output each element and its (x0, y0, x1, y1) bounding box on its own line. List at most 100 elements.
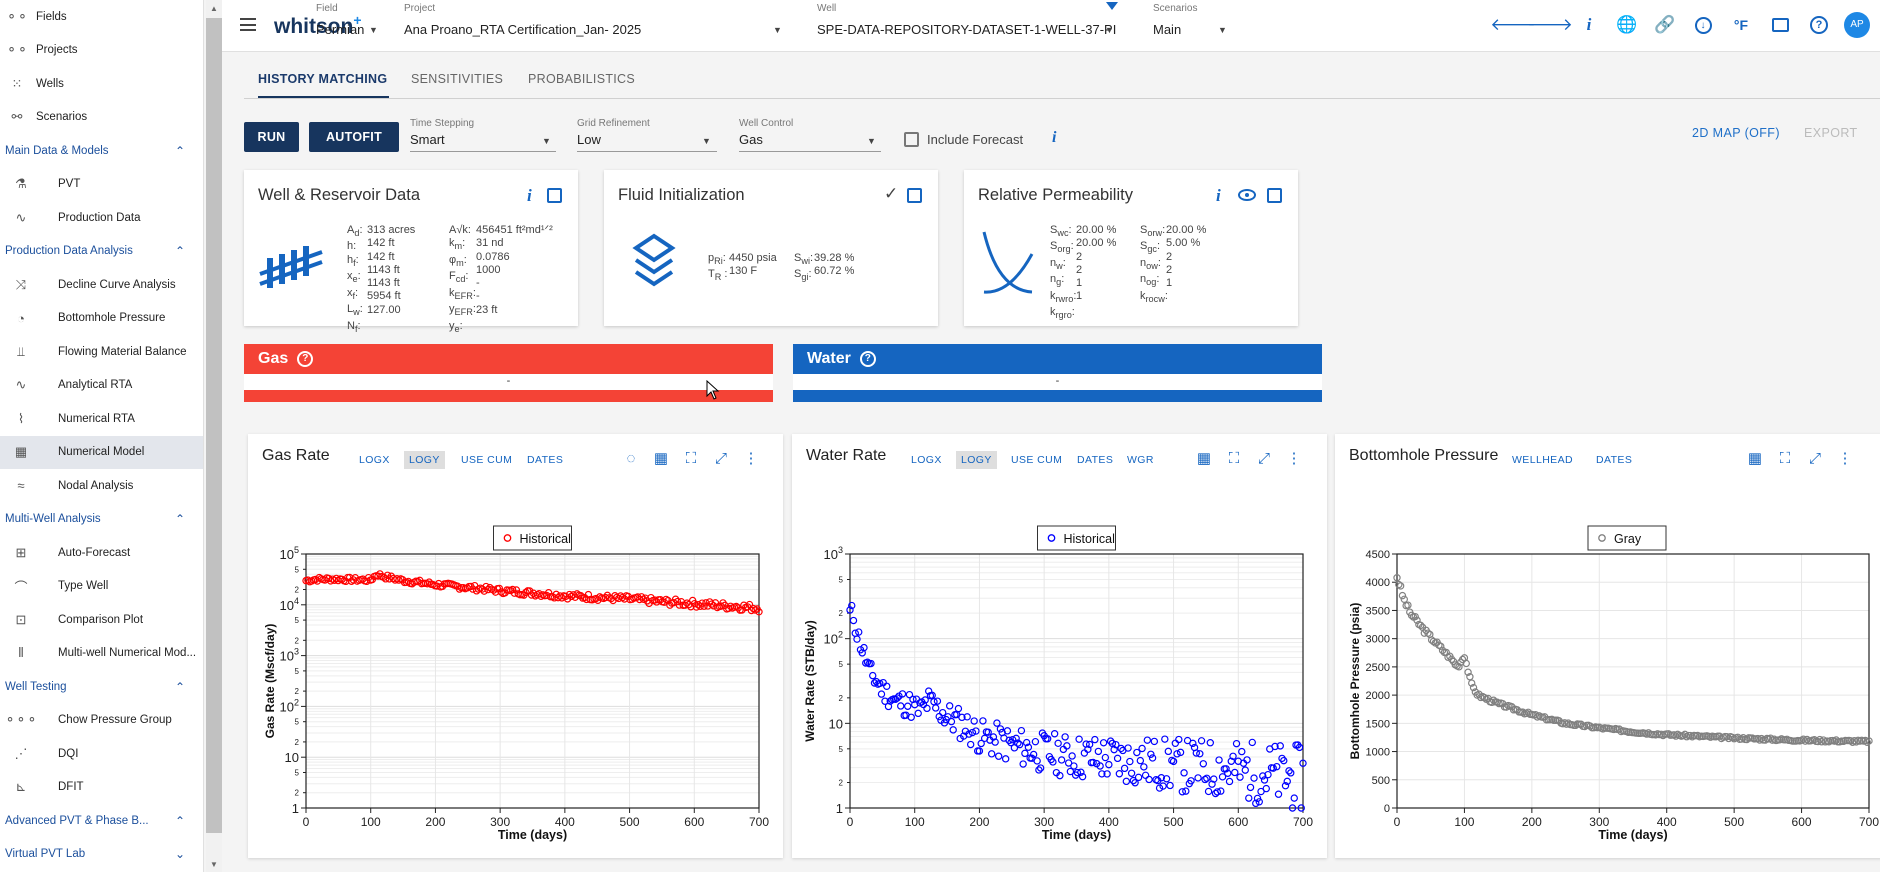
forward-arrow-icon[interactable]: 🡒 (1527, 15, 1573, 34)
table-icon[interactable]: ▦ (653, 450, 669, 467)
sidebar-item-scenarios[interactable]: ⚯ Scenarios (0, 101, 203, 135)
chevron-up-icon[interactable]: ⌃ (174, 244, 185, 259)
table-icon[interactable]: ▦ (1196, 450, 1212, 467)
sidebar-item-projects[interactable]: ⚬⚬ Projects (0, 34, 203, 68)
edit-icon[interactable] (547, 188, 562, 203)
scenarios-select[interactable]: Main (1153, 22, 1182, 37)
lasso-select-icon[interactable]: ◌ (626, 449, 636, 467)
sidebar-section-advanced-pvt-phase-b[interactable]: Advanced PVT & Phase B... ⌃ (0, 804, 203, 838)
water-rate-plot[interactable]: 0 100 200 300 400 500 600 700125102510225103Tim… (792, 484, 1327, 858)
tab-history-matching[interactable]: HISTORY MATCHING (258, 72, 388, 86)
water-use-cum-toggle[interactable]: USE CUM (1011, 454, 1063, 466)
fullscreen-icon[interactable]: ⤢ (1257, 449, 1270, 467)
gas-logx-toggle[interactable]: LOGX (359, 454, 390, 466)
sidebar-scrollbar-thumb[interactable] (206, 18, 222, 833)
zoom-fit-icon[interactable]: ⛶ (685, 449, 697, 467)
fullscreen-icon[interactable]: ⤢ (714, 449, 727, 467)
info-icon[interactable]: i (527, 186, 532, 205)
sidebar-section-production-data-analysis[interactable]: Production Data Analysis ⌃ (0, 235, 203, 269)
tab-probabilistics[interactable]: PROBABILISTICS (528, 72, 636, 86)
scroll-up-icon[interactable]: ▲ (210, 4, 218, 13)
units-icon[interactable]: °F (1733, 17, 1749, 33)
fullscreen-icon[interactable]: ⤢ (1808, 449, 1821, 467)
2d-map-button[interactable]: 2D MAP (OFF) (1692, 126, 1780, 140)
app-logo[interactable]: whitson+ (274, 12, 362, 39)
zoom-fit-icon[interactable]: ⛶ (1779, 449, 1791, 467)
sidebar-item-auto-forecast[interactable]: ⊞ Auto-Forecast (0, 536, 203, 570)
edit-icon[interactable] (907, 188, 922, 203)
field-select[interactable]: Permian (316, 22, 365, 37)
include-forecast-info-icon[interactable]: i (1052, 129, 1057, 146)
help-icon[interactable]: ? (297, 351, 314, 367)
well-select[interactable]: SPE-DATA-REPOSITORY-DATASET-1-WELL-37-PI (817, 22, 1117, 37)
sidebar-item-dfit[interactable]: ⊾ DFIT (0, 771, 203, 805)
gas-logy-toggle[interactable]: LOGY (404, 451, 445, 469)
edit-icon[interactable] (1267, 188, 1282, 203)
chevron-down-icon[interactable]: ⌄ (174, 847, 185, 862)
autofit-button[interactable]: AUTOFIT (309, 122, 399, 152)
scenarios-dropdown-icon[interactable]: ▼ (1218, 25, 1227, 35)
back-arrow-icon[interactable]: 🡐 (1490, 15, 1536, 34)
sidebar-item-comparison-plot[interactable]: ⊡ Comparison Plot (0, 603, 203, 637)
well-control-select[interactable]: Gas (739, 132, 763, 147)
sidebar-section-multi-well-analysis[interactable]: Multi-Well Analysis ⌃ (0, 503, 203, 537)
sidebar-item-nodal-analysis[interactable]: ≈ Nodal Analysis (0, 469, 203, 503)
sidebar-item-production-data[interactable]: ∿ Production Data (0, 201, 203, 235)
feedback-icon[interactable] (1769, 14, 1791, 36)
download-icon[interactable]: ↓ (1692, 14, 1714, 36)
project-select[interactable]: Ana Proano_RTA Certification_Jan- 2025 (404, 22, 642, 37)
chevron-up-icon[interactable]: ⌃ (174, 143, 185, 158)
link-icon[interactable]: 🔗 (1654, 15, 1676, 34)
gas-rate-plot[interactable]: 0 100 200 300 400 500 600 700125102510225103251… (248, 484, 783, 858)
info-icon[interactable]: i (1586, 15, 1592, 34)
bhp-wellhead-toggle[interactable]: WELLHEAD (1512, 454, 1573, 466)
menu-icon[interactable] (240, 18, 256, 31)
sidebar-item-type-well[interactable]: ⌒ Type Well (0, 570, 203, 604)
gas-use-cum-toggle[interactable]: USE CUM (461, 454, 513, 466)
grid-refinement-select[interactable]: Low (577, 132, 601, 147)
sidebar-section-well-testing[interactable]: Well Testing ⌃ (0, 670, 203, 704)
globe-icon[interactable]: 🌐 (1616, 15, 1638, 34)
water-dates-toggle[interactable]: DATES (1077, 454, 1114, 466)
chevron-up-icon[interactable]: ⌃ (174, 512, 185, 527)
project-dropdown-icon[interactable]: ▼ (773, 25, 782, 35)
sidebar-item-fields[interactable]: ⚬⚬ Fields (0, 0, 203, 34)
sidebar-item-decline-curve-analysis[interactable]: ⤨ Decline Curve Analysis (0, 268, 203, 302)
scroll-down-icon[interactable]: ▼ (210, 860, 218, 869)
more-vert-icon[interactable]: ⋮ (743, 450, 759, 467)
sidebar-section-main-data-models[interactable]: Main Data & Models ⌃ (0, 134, 203, 168)
field-dropdown-icon[interactable]: ▼ (369, 25, 378, 35)
water-logy-toggle[interactable]: LOGY (956, 451, 997, 469)
sidebar-item-numerical-model[interactable]: ▦ Numerical Model (0, 435, 203, 469)
sidebar-item-flowing-material-balance[interactable]: ⫫ Flowing Material Balance (0, 335, 203, 369)
gas-dates-toggle[interactable]: DATES (527, 454, 564, 466)
bottomhole-pressure-plot[interactable]: 0 100 200 300 400 500 600 700 0 500 1000 1500 2000 25… (1335, 484, 1880, 858)
help-icon[interactable]: ? (1808, 14, 1830, 36)
sidebar-item-wells[interactable]: ⁙ Wells (0, 67, 203, 101)
more-vert-icon[interactable]: ⋮ (1837, 450, 1853, 467)
run-button[interactable]: RUN (244, 122, 299, 152)
grid-refinement-dropdown-icon[interactable]: ▼ (702, 136, 711, 146)
sidebar-item-analytical-rta[interactable]: ∿ Analytical RTA (0, 369, 203, 403)
time-stepping-select[interactable]: Smart (410, 132, 445, 147)
time-stepping-dropdown-icon[interactable]: ▼ (542, 136, 551, 146)
sidebar-item-multi-well-numerical-mod[interactable]: ⫴ Multi-well Numerical Mod... (0, 637, 203, 671)
eye-icon[interactable] (1238, 189, 1256, 201)
chevron-up-icon[interactable]: ⌃ (174, 679, 185, 694)
table-icon[interactable]: ▦ (1747, 450, 1763, 467)
sidebar-item-dqi[interactable]: ⋰ DQI (0, 737, 203, 771)
water-wgr-toggle[interactable]: WGR (1127, 454, 1154, 466)
well-dropdown-icon[interactable]: ▼ (1105, 25, 1114, 35)
sidebar-item-chow-pressure-group[interactable]: ⚬⚬⚬ Chow Pressure Group (0, 704, 203, 738)
help-icon[interactable]: ? (859, 351, 876, 367)
avatar[interactable]: AP (1844, 12, 1870, 38)
water-logx-toggle[interactable]: LOGX (911, 454, 942, 466)
include-forecast-checkbox[interactable] (904, 132, 919, 147)
more-vert-icon[interactable]: ⋮ (1286, 450, 1302, 467)
sidebar-item-numerical-rta[interactable]: ⌇ Numerical RTA (0, 402, 203, 436)
tab-sensitivities[interactable]: SENSITIVITIES (411, 72, 504, 86)
info-icon[interactable]: i (1216, 186, 1221, 205)
zoom-fit-icon[interactable]: ⛶ (1228, 449, 1240, 467)
bhp-dates-toggle[interactable]: DATES (1596, 454, 1633, 466)
well-control-dropdown-icon[interactable]: ▼ (867, 136, 876, 146)
